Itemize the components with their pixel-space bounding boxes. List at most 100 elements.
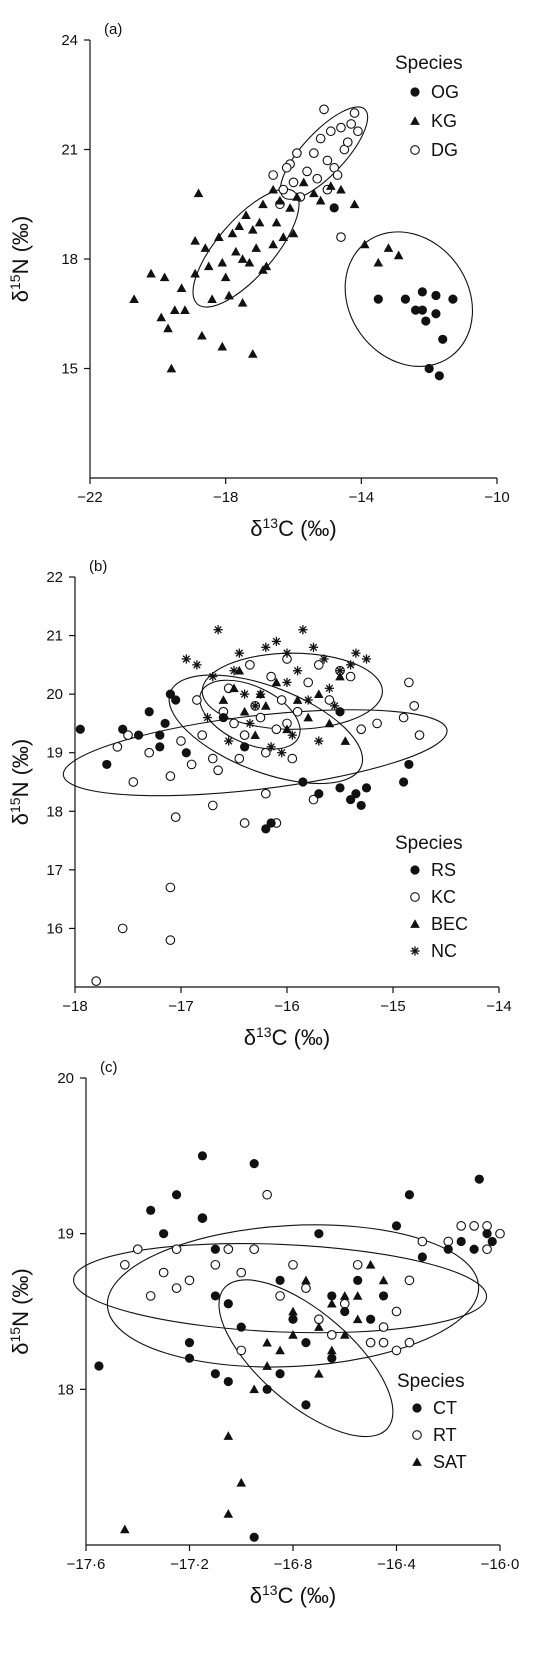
data-point-kg: [193, 188, 204, 198]
data-point-kg: [231, 246, 241, 256]
data-point-rs: [155, 742, 165, 752]
data-point-kg: [166, 363, 177, 373]
data-point-nc: [213, 625, 223, 635]
data-point-kc: [313, 660, 324, 670]
x-tick-label: −14: [349, 489, 374, 506]
data-point-kc: [197, 730, 208, 740]
data-point-ct: [249, 1532, 259, 1542]
data-point-kc: [112, 742, 123, 752]
data-point-rt: [184, 1275, 195, 1286]
data-point-kg: [383, 243, 394, 252]
x-tick-label: −16·0: [481, 1556, 520, 1573]
x-tick-label: −17·6: [67, 1556, 106, 1573]
data-point-kc: [409, 701, 420, 711]
data-point-kc: [234, 753, 245, 764]
data-point-sat: [288, 1306, 298, 1316]
data-point-nc: [319, 654, 329, 664]
data-point-kg: [180, 305, 190, 314]
data-point-kg: [248, 349, 258, 358]
data-point-kg: [237, 298, 248, 307]
data-point-dg: [292, 148, 302, 158]
data-point-rs: [144, 707, 154, 717]
data-point-nc: [282, 648, 292, 658]
data-point-kg: [268, 184, 278, 194]
data-point-kc: [356, 724, 367, 735]
legend-marker-rt: [412, 1430, 422, 1440]
data-point-kc: [192, 695, 202, 705]
data-point-kg: [336, 184, 346, 194]
data-point-ct: [184, 1353, 195, 1363]
data-point-nc: [240, 689, 250, 699]
data-point-og: [400, 294, 411, 304]
panel-c: −17·6 −17·2 −16·8 −16·4 −16·0 18 19 20 (c) δ13C (…: [7, 1059, 519, 1608]
data-point-ct: [366, 1314, 376, 1324]
data-point-kc: [372, 718, 382, 729]
data-point-nc: [202, 712, 213, 723]
data-point-rt: [469, 1221, 479, 1231]
panel-a: −22 −18 −14 −10 15 18 21 24 (a) δ13C (‰) δ15N (‰) S…: [7, 21, 510, 541]
data-point-kg: [309, 188, 319, 198]
data-point-rs: [298, 777, 308, 787]
data-point-og: [411, 305, 421, 315]
data-point-kc: [398, 712, 409, 723]
legend-title: Species: [395, 833, 463, 854]
data-point-rt: [404, 1275, 415, 1286]
data-point-nc: [234, 648, 244, 658]
data-point-ct: [210, 1244, 220, 1254]
data-point-ct: [314, 1229, 324, 1239]
x-axis-label: δ13C (‰): [244, 1024, 330, 1050]
y-tick-label: 21: [61, 142, 78, 159]
data-point-rs: [160, 718, 170, 729]
data-point-ct: [417, 1252, 427, 1262]
data-point-dg: [302, 166, 312, 177]
legend-marker-sat: [412, 1457, 422, 1466]
data-point-nc: [208, 671, 218, 682]
data-point-dg: [278, 184, 289, 195]
data-point-bec: [282, 724, 292, 734]
data-point-rt: [339, 1298, 350, 1309]
x-tick-label: −16·8: [274, 1556, 313, 1573]
data-point-kc: [165, 882, 176, 893]
data-point-dg: [312, 173, 323, 184]
data-point-sat: [301, 1275, 311, 1285]
data-point-kc: [176, 736, 186, 746]
data-point-sat: [223, 1509, 234, 1518]
data-point-kc: [303, 677, 314, 688]
legend-marker-kg: [410, 116, 420, 125]
data-point-dg: [336, 232, 346, 242]
data-point-sat: [352, 1291, 363, 1300]
data-point-kg: [159, 272, 170, 282]
data-point-kg: [349, 199, 360, 209]
data-point-rs: [155, 730, 165, 740]
data-point-rt: [236, 1345, 247, 1356]
data-point-sat: [314, 1322, 324, 1331]
ellipse-nc: [201, 652, 383, 730]
panel-label: (a): [104, 21, 122, 38]
data-point-kg: [237, 254, 248, 263]
data-point-kg: [285, 203, 295, 212]
data-point-kc: [239, 818, 250, 828]
data-point-bec: [292, 695, 303, 704]
data-point-kg: [224, 290, 234, 300]
data-point-ct: [391, 1221, 402, 1231]
data-point-nc: [303, 695, 313, 705]
data-point-ct: [197, 1213, 208, 1223]
data-point-rs: [102, 759, 112, 770]
data-point-ct: [249, 1159, 259, 1169]
legend-label-bec: BEC: [431, 914, 468, 934]
data-point-nc: [192, 660, 202, 670]
data-point-ct: [275, 1275, 285, 1285]
data-point-nc: [250, 701, 260, 711]
legend-label-rt: RT: [433, 1425, 457, 1445]
data-point-bec: [324, 718, 335, 728]
series-sat: [120, 1260, 389, 1534]
data-point-nc: [346, 660, 356, 670]
data-point-og: [417, 287, 427, 297]
data-point-rs: [404, 759, 414, 770]
data-point-nc: [224, 736, 234, 746]
data-point-sat: [223, 1431, 234, 1440]
data-point-dg: [319, 104, 329, 115]
data-point-ct: [474, 1174, 484, 1184]
data-point-ct: [236, 1322, 246, 1332]
